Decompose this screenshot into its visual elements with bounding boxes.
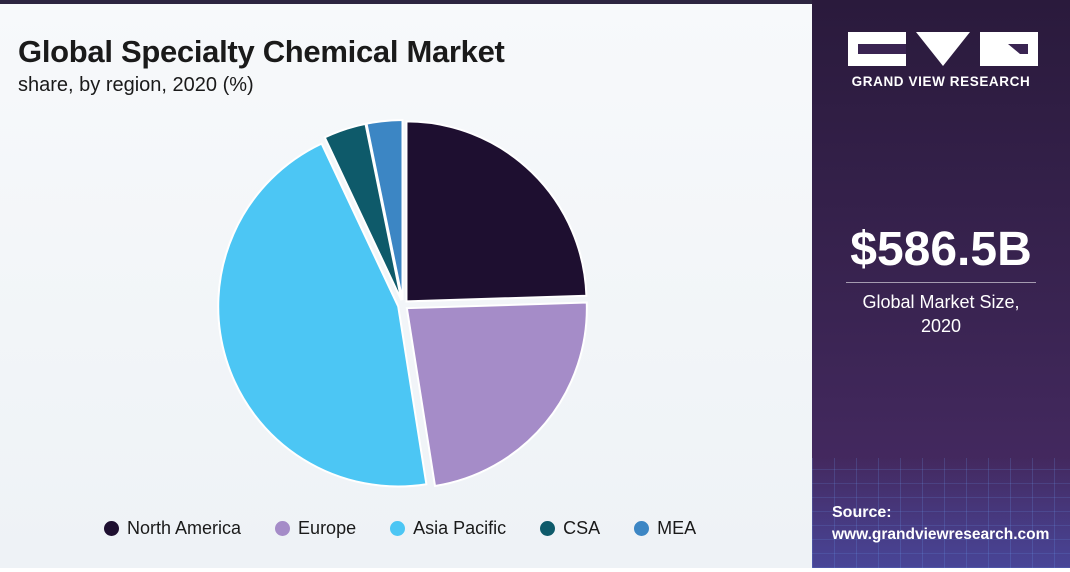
legend-item-europe: Europe — [275, 518, 356, 539]
legend-item-csa: CSA — [540, 518, 600, 539]
legend-label: CSA — [563, 517, 601, 538]
market-size-caption: Global Market Size, 2020 — [812, 290, 1070, 338]
divider — [846, 282, 1036, 283]
legend-swatch — [275, 520, 291, 536]
market-caption-line-2: 2020 — [920, 316, 962, 336]
legend-label: Europe — [298, 517, 357, 538]
pie-slice-europe — [405, 301, 588, 488]
info-panel: GRAND VIEW RESEARCH $586.5B Global Marke… — [812, 0, 1070, 568]
source-label: Source: — [832, 504, 892, 521]
legend-item-asia-pacific: Asia Pacific — [390, 518, 506, 539]
pie-chart — [217, 119, 588, 488]
pie-slice-north-america — [405, 120, 588, 303]
legend-swatch — [540, 520, 556, 536]
chart-legend: North America Europe Asia Pacific CSA MEA — [104, 516, 696, 540]
legend-label: Asia Pacific — [413, 517, 507, 538]
source-url: www.grandviewresearch.com — [832, 526, 1050, 543]
chart-panel: Global Specialty Chemical Market share, … — [0, 0, 812, 568]
pie-slice-asia-pacific — [217, 142, 428, 488]
pie-slice-mea — [365, 119, 404, 301]
market-size-value: $586.5B — [850, 223, 1032, 276]
market-caption-line-1: Global Market Size, — [862, 292, 1020, 312]
decorative-grid-floor — [812, 458, 1070, 568]
pie-slice-csa — [323, 122, 403, 301]
legend-item-north-america: North America — [104, 518, 241, 539]
chart-title: Global Specialty Chemical Market — [18, 34, 505, 69]
legend-swatch — [634, 520, 650, 536]
legend-swatch — [390, 520, 406, 536]
brand-name: GRAND VIEW RESEARCH — [851, 74, 1031, 89]
chart-subtitle: share, by region, 2020 (%) — [18, 74, 254, 96]
legend-swatch — [104, 520, 119, 536]
grand-view-research-logo — [848, 32, 1038, 66]
legend-item-mea: MEA — [634, 518, 696, 539]
legend-label: North America — [127, 517, 242, 538]
legend-label: MEA — [657, 517, 697, 538]
